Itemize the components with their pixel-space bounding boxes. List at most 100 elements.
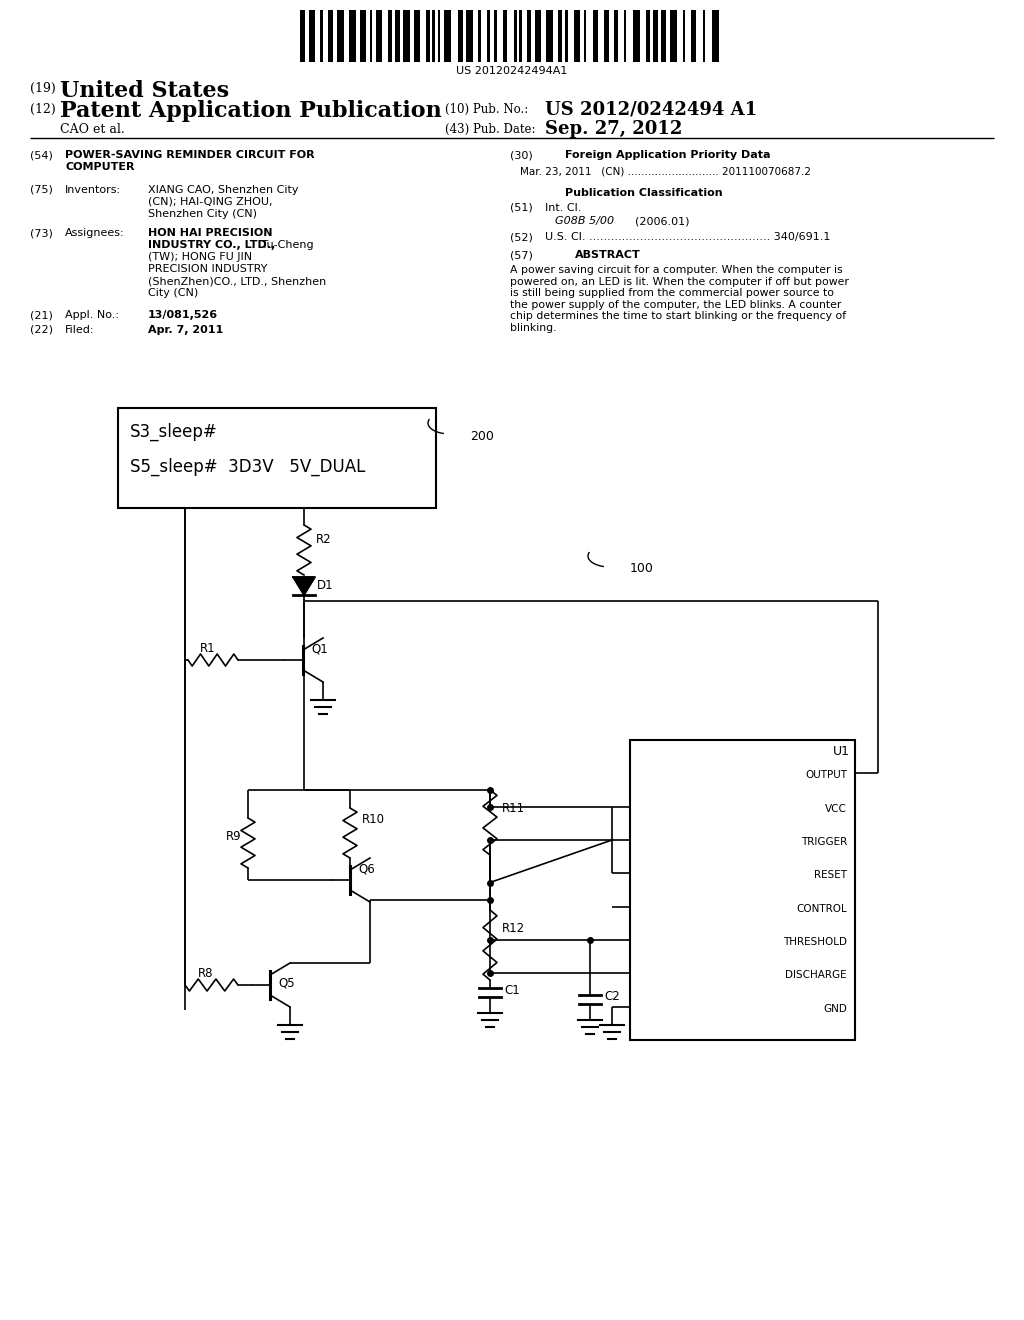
Text: (57): (57) [510,249,532,260]
Bar [338,11,344,62]
Bar [478,11,480,62]
Text: US 2012/0242494 A1: US 2012/0242494 A1 [545,100,757,117]
Text: (TW); HONG FU JIN: (TW); HONG FU JIN [148,252,252,261]
Bar [458,11,463,62]
Text: R1: R1 [200,642,216,655]
Bar [527,11,531,62]
Text: 100: 100 [630,562,654,576]
Text: R8: R8 [198,968,213,979]
Text: ABSTRACT: ABSTRACT [575,249,641,260]
Text: Q6: Q6 [358,862,375,875]
Text: Appl. No.:: Appl. No.: [65,310,119,319]
Text: Mar. 23, 2011   (CN) ........................... 201110070687.2: Mar. 23, 2011 (CN) .....................… [520,166,811,176]
Text: Filed:: Filed: [65,325,94,335]
Text: S3_sleep#: S3_sleep# [130,422,218,441]
Text: D1: D1 [317,579,334,591]
Text: OUTPUT: OUTPUT [805,771,847,780]
Text: (22): (22) [30,325,53,335]
Bar [671,11,677,62]
Text: COMPUTER: COMPUTER [65,162,134,172]
Text: DISCHARGE: DISCHARGE [785,970,847,981]
Text: Publication Classification: Publication Classification [565,187,723,198]
Text: Q1: Q1 [311,642,328,655]
Text: (19): (19) [30,82,55,95]
Bar [712,11,719,62]
Bar [702,11,706,62]
Bar [565,11,567,62]
Bar [432,11,435,62]
Bar [593,11,598,62]
Bar [403,11,410,62]
Bar [603,11,609,62]
Text: (54): (54) [30,150,53,160]
Bar [653,11,658,62]
Bar [349,11,356,62]
Bar [444,11,452,62]
Bar [614,11,618,62]
Bar [683,11,685,62]
Text: (75): (75) [30,185,53,195]
Bar [584,11,586,62]
Bar [646,11,650,62]
Text: City (CN): City (CN) [148,288,199,298]
Text: C2: C2 [604,990,620,1003]
Bar [519,11,522,62]
Bar [466,11,472,62]
Bar [514,11,517,62]
Bar [624,11,627,62]
Bar [388,11,392,62]
Text: Q5: Q5 [278,977,295,990]
Text: (52): (52) [510,232,532,242]
Text: Foreign Application Priority Data: Foreign Application Priority Data [565,150,770,160]
Bar [328,11,334,62]
Text: Inventors:: Inventors: [65,185,121,195]
Bar [118,408,436,508]
Bar [376,11,382,62]
Bar [630,741,855,1040]
Text: (30): (30) [510,150,532,160]
Text: Tu-Cheng: Tu-Cheng [258,240,313,249]
Text: (10) Pub. No.:: (10) Pub. No.: [445,103,528,116]
Text: POWER-SAVING REMINDER CIRCUIT FOR: POWER-SAVING REMINDER CIRCUIT FOR [65,150,314,160]
Text: 13/081,526: 13/081,526 [148,310,218,319]
Text: Sep. 27, 2012: Sep. 27, 2012 [545,120,682,139]
Text: R11: R11 [502,803,525,814]
Bar [395,11,400,62]
Text: Shenzhen City (CN): Shenzhen City (CN) [148,209,257,219]
Text: S5_sleep#  3D3V   5V_DUAL: S5_sleep# 3D3V 5V_DUAL [130,458,366,477]
Text: 200: 200 [470,430,494,444]
Text: HON HAI PRECISION: HON HAI PRECISION [148,228,272,238]
Text: U1: U1 [833,744,850,758]
Text: R2: R2 [316,533,332,546]
Text: United States: United States [60,81,229,102]
Text: (ShenZhen)CO., LTD., Shenzhen: (ShenZhen)CO., LTD., Shenzhen [148,276,327,286]
Text: (2006.01): (2006.01) [635,216,689,226]
Bar [360,11,366,62]
Text: Apr. 7, 2011: Apr. 7, 2011 [148,325,223,335]
Text: XIANG CAO, Shenzhen City: XIANG CAO, Shenzhen City [148,185,299,195]
Text: TRIGGER: TRIGGER [801,837,847,847]
Text: CAO et al.: CAO et al. [60,123,125,136]
Text: G08B 5/00: G08B 5/00 [555,216,614,226]
Bar [370,11,373,62]
Bar [690,11,696,62]
Text: (51): (51) [510,203,532,213]
Text: U.S. Cl. .................................................. 340/691.1: U.S. Cl. ...............................… [545,232,830,242]
Bar [321,11,323,62]
Text: (12): (12) [30,103,55,116]
Bar [438,11,440,62]
Text: R9: R9 [226,830,242,843]
Bar [558,11,562,62]
Bar [487,11,489,62]
Text: GND: GND [823,1003,847,1014]
Bar [426,11,430,62]
Text: Patent Application Publication: Patent Application Publication [60,100,441,121]
Text: Int. Cl.: Int. Cl. [545,203,582,213]
Text: THRESHOLD: THRESHOLD [783,937,847,946]
Bar [536,11,541,62]
Text: (CN); HAI-QING ZHOU,: (CN); HAI-QING ZHOU, [148,197,272,207]
Text: US 20120242494A1: US 20120242494A1 [457,66,567,77]
Bar [300,11,305,62]
Text: CONTROL: CONTROL [797,904,847,913]
Bar [546,11,553,62]
